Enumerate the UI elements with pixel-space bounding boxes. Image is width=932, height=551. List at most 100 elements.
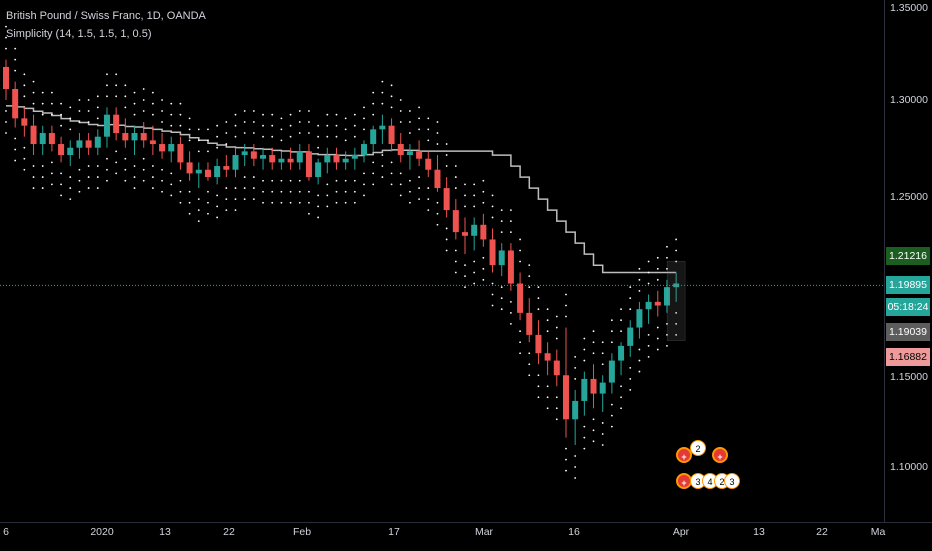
- candle-body: [416, 151, 423, 159]
- candle-body: [673, 283, 680, 288]
- band-dot: [124, 157, 127, 160]
- band-dot: [14, 137, 17, 140]
- band-dot: [482, 267, 485, 270]
- band-dot: [23, 84, 26, 87]
- candle-body: [406, 151, 413, 156]
- band-dot: [546, 308, 549, 311]
- price-label-low: 1.16882: [886, 348, 930, 366]
- band-dot: [473, 271, 476, 274]
- band-dot: [565, 315, 567, 318]
- band-dot: [216, 194, 219, 197]
- band-dot: [409, 121, 411, 123]
- band-dot: [409, 179, 411, 182]
- band-dot: [234, 209, 237, 212]
- band-dot: [546, 319, 549, 322]
- candle-body: [58, 144, 65, 156]
- band-dot: [510, 220, 512, 223]
- time-axis[interactable]: [0, 522, 932, 551]
- band-dot: [243, 110, 246, 112]
- price-axis[interactable]: [884, 0, 932, 522]
- band-dot: [78, 168, 81, 171]
- band-dot: [51, 91, 53, 94]
- candle-body: [131, 133, 138, 141]
- band-dot: [197, 128, 200, 131]
- band-dot: [491, 216, 494, 219]
- band-dot: [151, 165, 154, 167]
- band-dot: [151, 187, 154, 189]
- band-dot: [60, 124, 62, 127]
- band-dot: [32, 165, 35, 167]
- band-dot: [473, 282, 476, 285]
- band-dot: [161, 179, 163, 182]
- band-dot: [546, 330, 549, 333]
- band-dot: [78, 110, 81, 112]
- band-dot: [106, 179, 108, 182]
- band-dot: [142, 88, 145, 90]
- band-dot: [454, 260, 457, 263]
- band-dot: [188, 212, 191, 215]
- band-dot: [647, 260, 650, 263]
- band-dot: [115, 172, 118, 175]
- candle-body: [260, 155, 267, 159]
- candle-body: [278, 158, 285, 163]
- candle-body: [250, 151, 257, 159]
- band-dot: [528, 352, 531, 355]
- band-dot: [308, 132, 310, 134]
- candle-body: [12, 88, 19, 119]
- band-dot: [445, 227, 448, 230]
- flag-icon[interactable]: +: [712, 447, 728, 463]
- band-dot: [629, 297, 632, 300]
- band-dot: [620, 385, 622, 388]
- band-dot: [96, 106, 99, 109]
- event-count-badge[interactable]: 3: [724, 473, 740, 489]
- band-dot: [188, 128, 191, 131]
- band-dot: [32, 187, 35, 189]
- band-dot: [216, 216, 219, 219]
- band-dot: [262, 201, 264, 204]
- band-dot: [610, 341, 613, 344]
- band-dot: [629, 378, 632, 380]
- band-dot: [491, 293, 494, 296]
- candle-body: [517, 283, 524, 313]
- band-dot: [390, 172, 393, 175]
- band-dot: [133, 113, 136, 116]
- band-dot: [335, 135, 338, 138]
- band-dot: [675, 333, 678, 336]
- flag-icon[interactable]: +: [676, 473, 692, 489]
- event-count-badge[interactable]: 2: [690, 440, 706, 456]
- flag-icon[interactable]: +: [676, 447, 692, 463]
- candle-body: [305, 151, 312, 178]
- band-dot: [280, 117, 283, 120]
- band-dot: [151, 176, 154, 178]
- time-tick: 2020: [90, 526, 114, 538]
- band-dot: [537, 297, 540, 300]
- band-dot: [344, 190, 347, 193]
- band-dot: [519, 249, 521, 252]
- band-dot: [381, 165, 384, 167]
- band-dot: [519, 341, 521, 344]
- band-dot: [179, 179, 182, 182]
- band-dot: [601, 444, 604, 446]
- indicator-legend[interactable]: Simplicity (14, 1.5, 1.5, 1, 0.5): [6, 28, 152, 40]
- price-tick: 1.30000: [890, 94, 928, 106]
- band-dot: [409, 190, 411, 193]
- band-dot: [23, 168, 26, 171]
- band-dot: [500, 286, 503, 289]
- band-dot: [170, 183, 173, 186]
- band-dot: [106, 95, 108, 98]
- band-dot: [399, 183, 402, 186]
- band-dot: [363, 194, 365, 197]
- band-dot: [344, 201, 347, 204]
- band-dot: [610, 403, 613, 406]
- band-dot: [574, 477, 577, 479]
- band-dot: [372, 172, 375, 175]
- band-dot: [124, 179, 127, 182]
- time-tick: Apr: [672, 526, 690, 538]
- band-dot: [96, 165, 99, 167]
- band-dot: [96, 95, 99, 98]
- candle-body: [388, 125, 395, 145]
- band-dot: [225, 143, 228, 145]
- candle-body: [287, 158, 294, 163]
- band-dot: [317, 135, 320, 138]
